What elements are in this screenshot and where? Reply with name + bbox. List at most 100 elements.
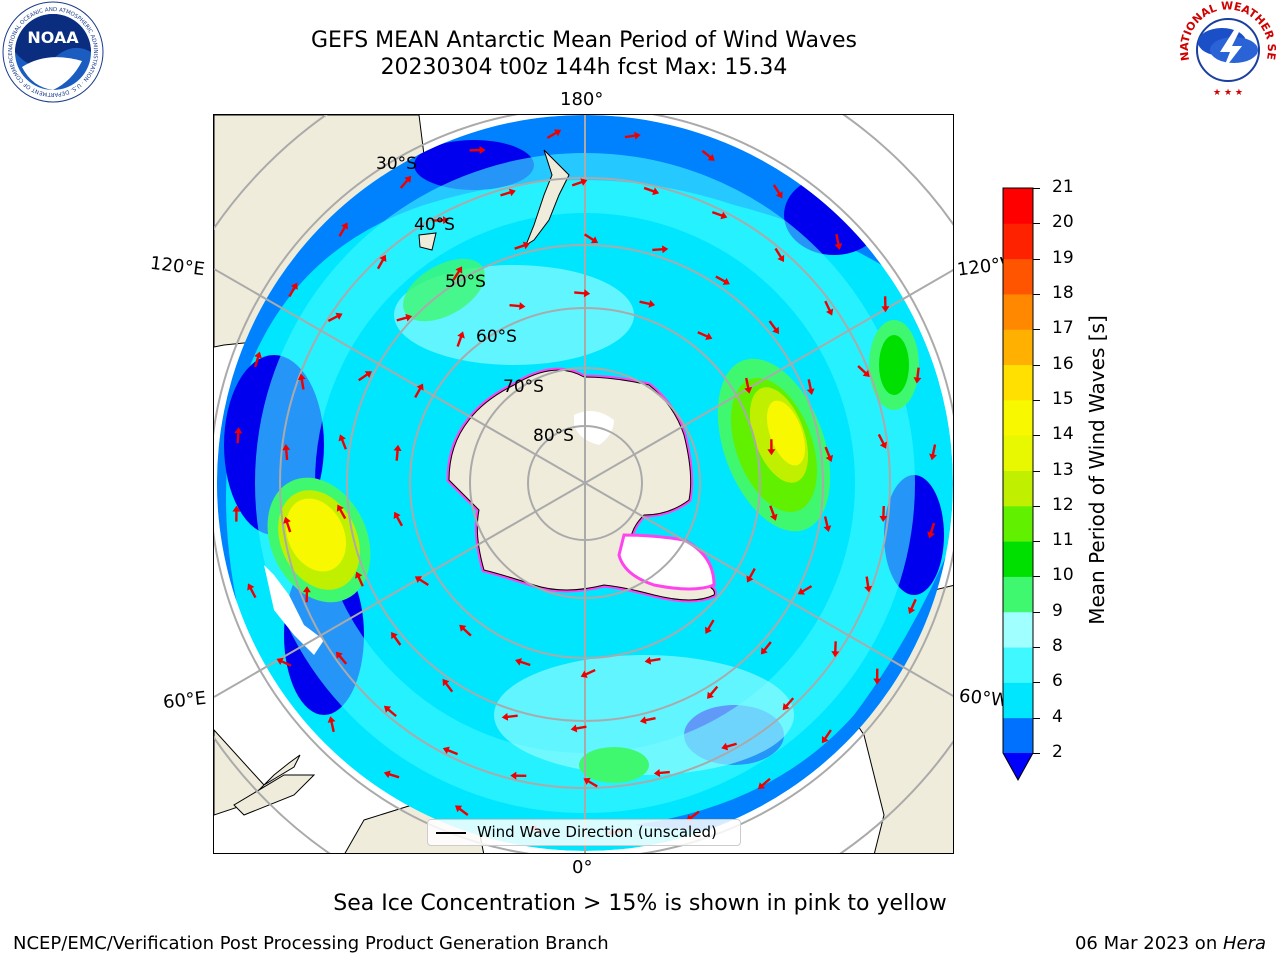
credit-line: NCEP/EMC/Verification Post Processing Pr… xyxy=(13,933,609,954)
host-name: Hera xyxy=(1222,933,1266,954)
colorbar-tick-label: 6 xyxy=(1052,671,1063,692)
wave-direction-arrow xyxy=(338,222,348,237)
colorbar-tick-mark xyxy=(1033,223,1040,225)
colorbar-segment xyxy=(1003,364,1033,401)
graticule xyxy=(214,115,953,853)
lat-label-40s: 40°S xyxy=(414,215,455,235)
wave-direction-arrow xyxy=(697,331,713,340)
colorbar-tick-label: 2 xyxy=(1052,742,1063,762)
wave-direction-arrow xyxy=(396,313,413,322)
colorbar-tick-mark xyxy=(1033,364,1040,366)
wave-direction-arrow xyxy=(767,439,776,456)
wave-direction-arrow xyxy=(510,771,527,780)
wave-direction-arrow xyxy=(772,184,783,199)
wave-direction-arrow xyxy=(768,320,780,334)
wave-direction-arrow xyxy=(824,446,834,462)
wave-direction-arrow xyxy=(442,746,459,756)
colorbar-tick-mark xyxy=(1033,505,1040,507)
wave-direction-arrow xyxy=(442,678,454,693)
colorbar-tick-mark xyxy=(1033,188,1040,189)
wave-direction-arrow xyxy=(639,299,656,308)
wave-direction-arrow xyxy=(327,716,336,733)
wave-direction-arrow xyxy=(336,504,347,520)
wave-direction-arrow xyxy=(797,585,813,595)
sea-ice-note: Sea Ice Concentration > 15% is shown in … xyxy=(333,891,947,916)
colorbar-tick-mark xyxy=(1033,293,1040,295)
chart-subtitle: 20230304 t00z 144h fcst Max: 15.34 xyxy=(380,55,788,80)
colorbar-segment xyxy=(1003,293,1033,330)
colorbar-tick-mark xyxy=(1033,611,1040,613)
nws-logo: NATIONAL WEATHER SERVICE ★ ★ ★ xyxy=(1172,0,1280,100)
wave-direction-arrow xyxy=(393,511,404,527)
noaa-logo-text: NOAA xyxy=(27,28,79,47)
colorbar-tick-label: 16 xyxy=(1052,353,1074,374)
wave-direction-arrow xyxy=(834,233,843,250)
wave-direction-arrow xyxy=(652,245,669,254)
wave-direction-arrow xyxy=(580,668,596,678)
new-zealand xyxy=(524,149,570,247)
run-date-text: 06 Mar 2023 on xyxy=(1074,933,1223,954)
wave-direction-arrow xyxy=(757,777,771,790)
colorbar-tick-mark xyxy=(1033,435,1040,437)
wave-direction-arrow xyxy=(831,641,840,658)
wave-direction-arrow xyxy=(881,296,890,313)
wave-direction-arrow xyxy=(721,742,737,751)
lon-label-0: 0° xyxy=(572,857,593,878)
map-legend: Wind Wave Direction (unscaled) xyxy=(427,819,741,846)
wave-direction-arrow xyxy=(288,282,298,298)
wave-direction-arrow xyxy=(857,365,870,377)
wave-direction-arrow xyxy=(297,373,306,390)
wave-direction-arrow xyxy=(456,331,465,347)
colorbar-tick-label: 12 xyxy=(1052,494,1074,515)
wave-direction-arrow xyxy=(335,651,348,665)
wave-direction-arrow xyxy=(821,729,832,744)
colorbar-tick-label: 21 xyxy=(1052,177,1074,197)
wave-direction-arrow xyxy=(383,705,397,718)
colorbar-segment xyxy=(1003,647,1033,683)
wave-direction-arrow xyxy=(469,146,486,155)
wave-direction-arrow xyxy=(624,131,641,140)
colorbar-tick-mark xyxy=(1033,399,1040,401)
wave-direction-arrow xyxy=(383,770,400,779)
wave-direction-arrow xyxy=(583,233,599,244)
wind-wave-direction-arrows xyxy=(232,129,937,837)
wave-direction-arrow xyxy=(570,724,587,733)
wave-direction-arrow xyxy=(877,433,887,449)
colorbar-tick-label: 14 xyxy=(1052,424,1074,445)
colorbar-tick-label: 10 xyxy=(1052,565,1074,586)
colorbar-segment xyxy=(1003,470,1033,507)
colorbar-segment xyxy=(1003,682,1033,719)
legend-label: Wind Wave Direction (unscaled) xyxy=(477,823,717,841)
colorbar-extend-triangle xyxy=(1003,753,1033,780)
wave-direction-arrow xyxy=(247,583,257,599)
wave-direction-arrow xyxy=(433,216,450,225)
wave-direction-arrow xyxy=(864,576,873,593)
wave-direction-arrow xyxy=(399,175,412,189)
colorbar-tick-label: 8 xyxy=(1052,636,1063,657)
wave-direction-arrow xyxy=(744,377,753,394)
wave-direction-arrow xyxy=(414,383,424,398)
colorbar-segment xyxy=(1003,399,1033,436)
wave-direction-arrow xyxy=(715,275,730,285)
polar-map: 30°S 40°S 50°S 60°S 70°S 80°S xyxy=(213,114,954,854)
wave-direction-arrow xyxy=(376,254,387,270)
colorbar-segment xyxy=(1003,435,1033,471)
wave-direction-arrow xyxy=(414,576,429,586)
wave-direction-arrow xyxy=(760,641,772,655)
colorbar-segment xyxy=(1003,576,1033,613)
wave-direction-arrow xyxy=(711,211,728,220)
colorbar-tick-mark xyxy=(1033,682,1040,684)
lon-label-120e: 120°E xyxy=(148,252,206,281)
wave-direction-arrow xyxy=(824,300,834,316)
colorbar-tick-label: 13 xyxy=(1052,459,1074,480)
wave-direction-arrow xyxy=(514,241,530,250)
wave-direction-arrow xyxy=(583,777,598,788)
wave-direction-arrow xyxy=(232,505,241,522)
wave-direction-arrow xyxy=(806,379,815,396)
colorbar-tick-label: 20 xyxy=(1052,212,1074,233)
wave-direction-arrow xyxy=(706,685,719,699)
ross-ice-shelf xyxy=(617,533,716,591)
wave-direction-arrow xyxy=(686,810,700,822)
colorbar-segment xyxy=(1003,717,1033,754)
colorbar-segment xyxy=(1003,611,1033,648)
